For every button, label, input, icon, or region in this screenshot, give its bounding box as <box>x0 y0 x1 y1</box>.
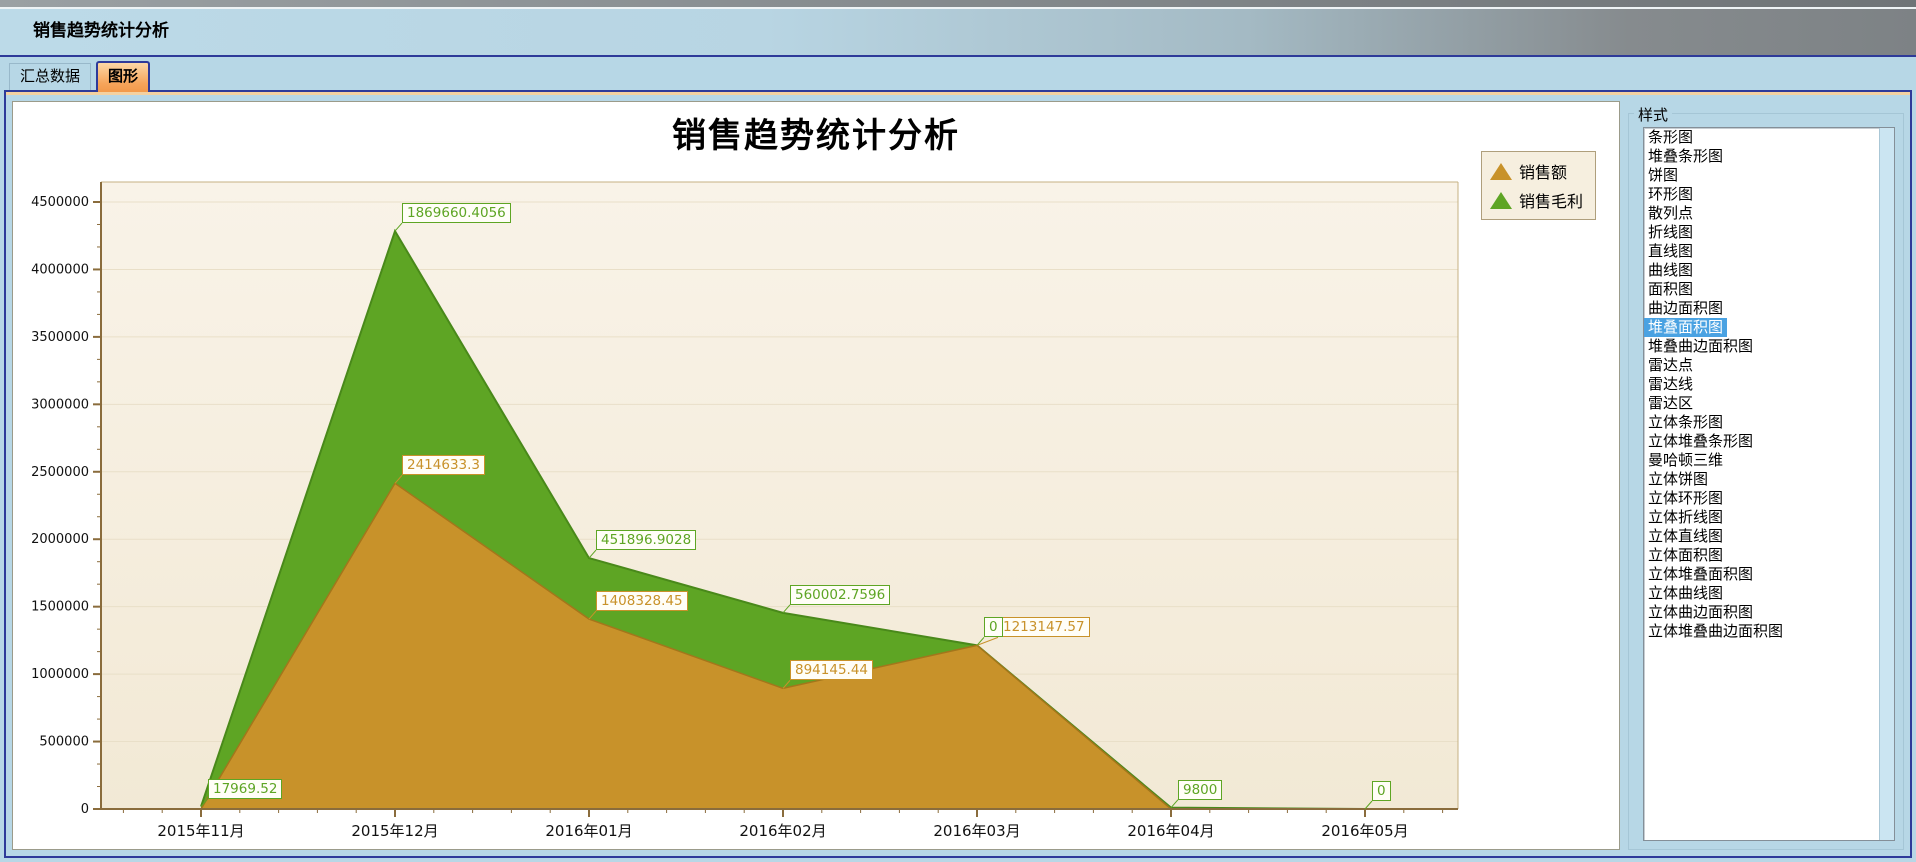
legend-label: 销售额 <box>1518 165 1567 182</box>
window-title-bar: 销售趋势统计分析 <box>0 0 1916 55</box>
legend-item: 销售额 <box>1489 159 1583 183</box>
chart-legend: 销售额 销售毛利 <box>1480 151 1596 220</box>
style-list-item[interactable]: 立体条形图 <box>1648 414 1724 431</box>
chart-title: 销售趋势统计分析 <box>672 118 960 155</box>
style-list-item[interactable]: 立体堆叠条形图 <box>1648 433 1754 450</box>
svg-text:2500000: 2500000 <box>31 465 89 480</box>
style-list-item[interactable]: 雷达线 <box>1648 376 1694 393</box>
style-list-item[interactable]: 直线图 <box>1648 243 1694 260</box>
svg-text:2016年02月: 2016年02月 <box>739 822 826 840</box>
style-list-item[interactable]: 立体堆叠曲边面积图 <box>1648 623 1784 640</box>
triangle-swatch-icon <box>1489 162 1512 180</box>
style-list-item[interactable]: 立体曲边面积图 <box>1648 604 1754 621</box>
svg-text:500000: 500000 <box>39 735 89 750</box>
tab-page-content: 0 500000 1000000 1500000 2000000 2500000 30000… <box>6 92 1910 856</box>
style-groupbox-label: 样式 <box>1634 104 1673 125</box>
style-list-item[interactable]: 雷达区 <box>1648 395 1694 412</box>
style-list-item[interactable]: 立体直线图 <box>1648 528 1724 545</box>
style-list-item[interactable]: 立体面积图 <box>1648 547 1724 564</box>
style-groupbox: 样式 条形图堆叠条形图饼图环形图散列点折线图直线图曲线图面积图曲边面积图 堆叠面积… <box>1628 104 1904 850</box>
style-list-item[interactable]: 曼哈顿三维 <box>1648 452 1724 469</box>
style-list-item[interactable]: 环形图 <box>1648 186 1694 203</box>
window-top-edge <box>0 0 1916 7</box>
style-list-item[interactable]: 饼图 <box>1648 167 1679 184</box>
style-list-item[interactable]: 立体折线图 <box>1648 509 1724 526</box>
style-list-item[interactable]: 条形图 <box>1648 129 1694 146</box>
svg-text:2015年12月: 2015年12月 <box>351 822 438 840</box>
style-list-item[interactable]: 散列点 <box>1648 205 1694 222</box>
tab-graph[interactable]: 图形 <box>96 61 151 92</box>
style-list-item[interactable]: 面积图 <box>1648 281 1694 298</box>
tab-page-graph: 0 500000 1000000 1500000 2000000 2500000 30000… <box>4 90 1912 858</box>
svg-text:1500000: 1500000 <box>31 600 89 615</box>
svg-text:2016年05月: 2016年05月 <box>1321 822 1408 840</box>
style-list-item[interactable]: 曲线图 <box>1648 262 1694 279</box>
svg-text:4000000: 4000000 <box>31 262 89 277</box>
svg-text:2000000: 2000000 <box>31 532 89 547</box>
svg-text:2015年11月: 2015年11月 <box>157 822 244 840</box>
svg-text:2016年04月: 2016年04月 <box>1127 822 1214 840</box>
legend-label: 销售毛利 <box>1518 194 1583 211</box>
stacked-area-chart: 0 500000 1000000 1500000 2000000 2500000 30000… <box>31 181 1459 840</box>
svg-text:2016年03月: 2016年03月 <box>933 822 1020 840</box>
window-title: 销售趋势统计分析 <box>33 21 169 40</box>
style-list-item[interactable]: 立体堆叠面积图 <box>1648 566 1754 583</box>
svg-text:4500000: 4500000 <box>31 195 89 210</box>
style-list-item[interactable]: 堆叠条形图 <box>1648 148 1724 165</box>
style-list-item[interactable]: 堆叠曲边面积图 <box>1648 338 1754 355</box>
style-list-item[interactable]: 曲边面积图 <box>1648 300 1724 317</box>
style-list-item[interactable]: 折线图 <box>1648 224 1694 241</box>
legend-item: 销售毛利 <box>1489 188 1583 212</box>
chart-panel: 0 500000 1000000 1500000 2000000 2500000 30000… <box>12 101 1620 850</box>
svg-text:2016年01月: 2016年01月 <box>545 822 632 840</box>
tab-summary-data[interactable]: 汇总数据 <box>9 63 92 90</box>
title-bar-highlight <box>0 7 1916 9</box>
svg-text:0: 0 <box>81 802 89 817</box>
triangle-swatch-icon <box>1489 191 1512 209</box>
chart-style-listbox[interactable]: 条形图堆叠条形图饼图环形图散列点折线图直线图曲线图面积图曲边面积图 堆叠面积图 堆叠… <box>1643 127 1895 841</box>
listbox-scrollbar[interactable] <box>1879 128 1894 840</box>
svg-text:3500000: 3500000 <box>31 330 89 345</box>
style-list-item[interactable]: 雷达点 <box>1648 357 1694 374</box>
svg-text:3000000: 3000000 <box>31 397 89 412</box>
style-list-item[interactable]: 立体饼图 <box>1648 471 1709 488</box>
style-list-item[interactable]: 立体环形图 <box>1648 490 1724 507</box>
style-list-item[interactable]: 立体曲线图 <box>1648 585 1724 602</box>
svg-text:1000000: 1000000 <box>31 667 89 682</box>
tab-strip: 汇总数据 图形 <box>0 55 1916 92</box>
style-list-item[interactable]: 堆叠面积图 <box>1644 318 1728 337</box>
